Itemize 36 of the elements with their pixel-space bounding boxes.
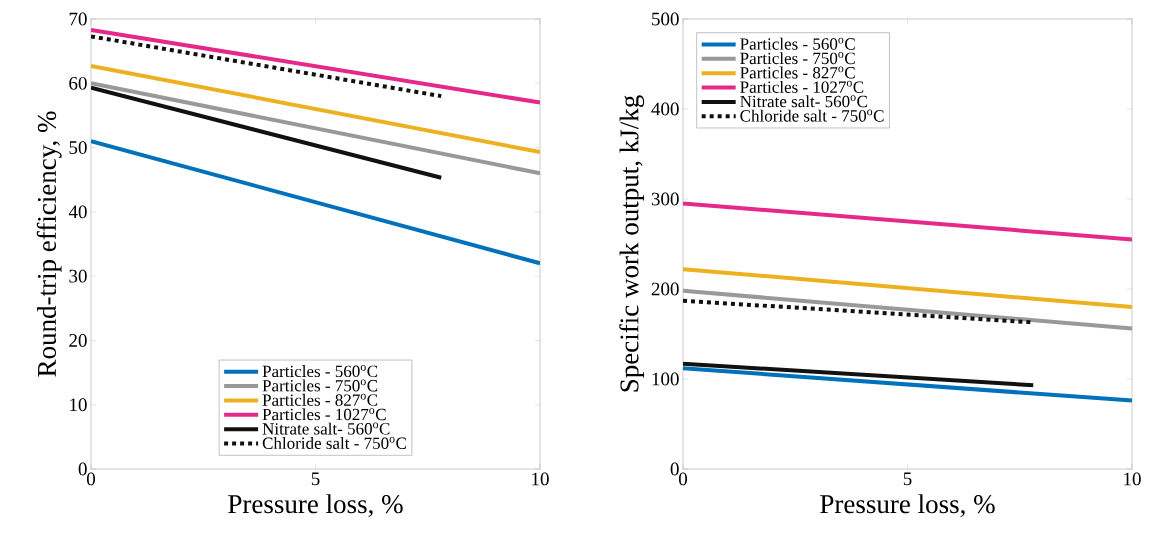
- legend-label: Particles - 827$^{o}$C: [740, 66, 855, 79]
- legend-label: Particles - 750$^{o}$C: [740, 52, 855, 65]
- y-tick-label: 40: [68, 205, 87, 219]
- x-tick-label: 5: [311, 472, 320, 486]
- legend-label: Particles - 560$^{o}$C: [740, 37, 855, 50]
- y-tick-label: 200: [651, 282, 679, 296]
- legend-label: Particles - 1027$^{o}$C: [262, 408, 386, 421]
- legend-label: Particles - 750$^{o}$C: [262, 379, 378, 392]
- x-axis-title: Pressure loss, %: [820, 494, 995, 518]
- x-tick-label: 10: [532, 472, 549, 486]
- legend-label: Chloride salt - 750$^{o}$C: [262, 436, 406, 449]
- y-tick-label: 20: [69, 334, 87, 347]
- legend-label: Chloride salt - 750$^{o}$C: [740, 109, 884, 122]
- y-tick-label: 60: [69, 76, 87, 90]
- y-tick-label: 10: [70, 398, 87, 412]
- y-tick-label: 100: [652, 372, 679, 386]
- y-tick-label: 0: [78, 462, 87, 476]
- y-tick-label: 500: [652, 12, 679, 26]
- x-tick-label: 10: [1124, 472, 1141, 486]
- legend-label: Particles - 1027$^{o}$C: [740, 80, 864, 93]
- y-tick-label: 30: [69, 269, 87, 283]
- y-axis-title: Specific work output, kJ/kg: [619, 95, 645, 392]
- y-axis-title: Round-trip efficiency, %: [36, 111, 62, 377]
- x-tick-label: 0: [86, 472, 96, 486]
- x-tick-label: 5: [903, 472, 912, 486]
- y-tick-label: 400: [651, 102, 679, 116]
- y-tick-label: 300: [651, 192, 679, 206]
- x-axis-title: Pressure loss, %: [228, 494, 403, 518]
- legend-label: Nitrate salt- 560$^{o}$C: [262, 422, 390, 435]
- legend-label: Particles - 560$^{o}$C: [262, 365, 378, 378]
- y-tick-label: 50: [69, 141, 87, 154]
- legend-label: Nitrate salt- 560$^{o}$C: [740, 95, 867, 108]
- x-tick-label: 0: [678, 472, 688, 486]
- y-tick-label: 70: [69, 12, 87, 26]
- y-tick-label: 0: [670, 462, 679, 476]
- legend-label: Particles - 827$^{o}$C: [262, 393, 378, 406]
